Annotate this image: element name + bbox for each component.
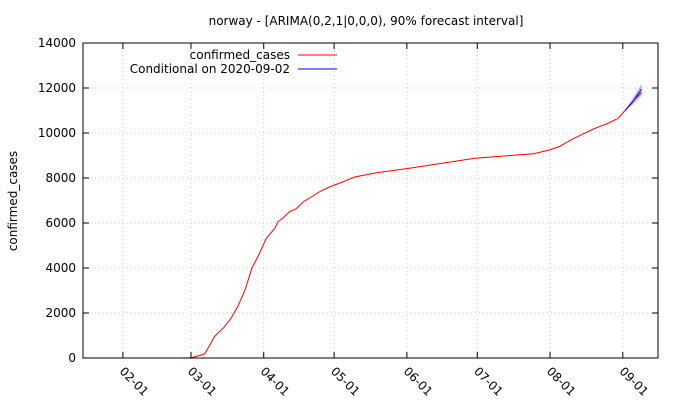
y-tick-label: 14000 — [38, 36, 76, 50]
forecast-interval-band — [625, 83, 642, 111]
y-tick-label: 10000 — [38, 126, 76, 140]
y-tick-label: 2000 — [45, 306, 76, 320]
y-tick-label: 0 — [68, 351, 76, 365]
y-axis-title: confirmed_cases — [6, 151, 20, 251]
y-tick-label: 8000 — [45, 171, 76, 185]
plot-frame — [82, 42, 659, 359]
chart-title: norway - [ARIMA(0,2,1|0,0,0), 90% foreca… — [209, 14, 524, 28]
y-tick-label: 12000 — [38, 81, 76, 95]
grid-lines — [83, 43, 658, 358]
y-tick-label: 6000 — [45, 216, 76, 230]
forecast-interval — [625, 83, 642, 111]
series-lines — [181, 88, 643, 359]
legend-label: confirmed_cases — [190, 48, 290, 62]
y-tick-label: 4000 — [45, 261, 76, 275]
axis-ticks — [83, 42, 658, 359]
conditional-forecast-line — [624, 88, 643, 111]
legend-label: Conditional on 2020-09-02 — [130, 62, 290, 76]
confirmed-cases-line — [181, 92, 642, 359]
